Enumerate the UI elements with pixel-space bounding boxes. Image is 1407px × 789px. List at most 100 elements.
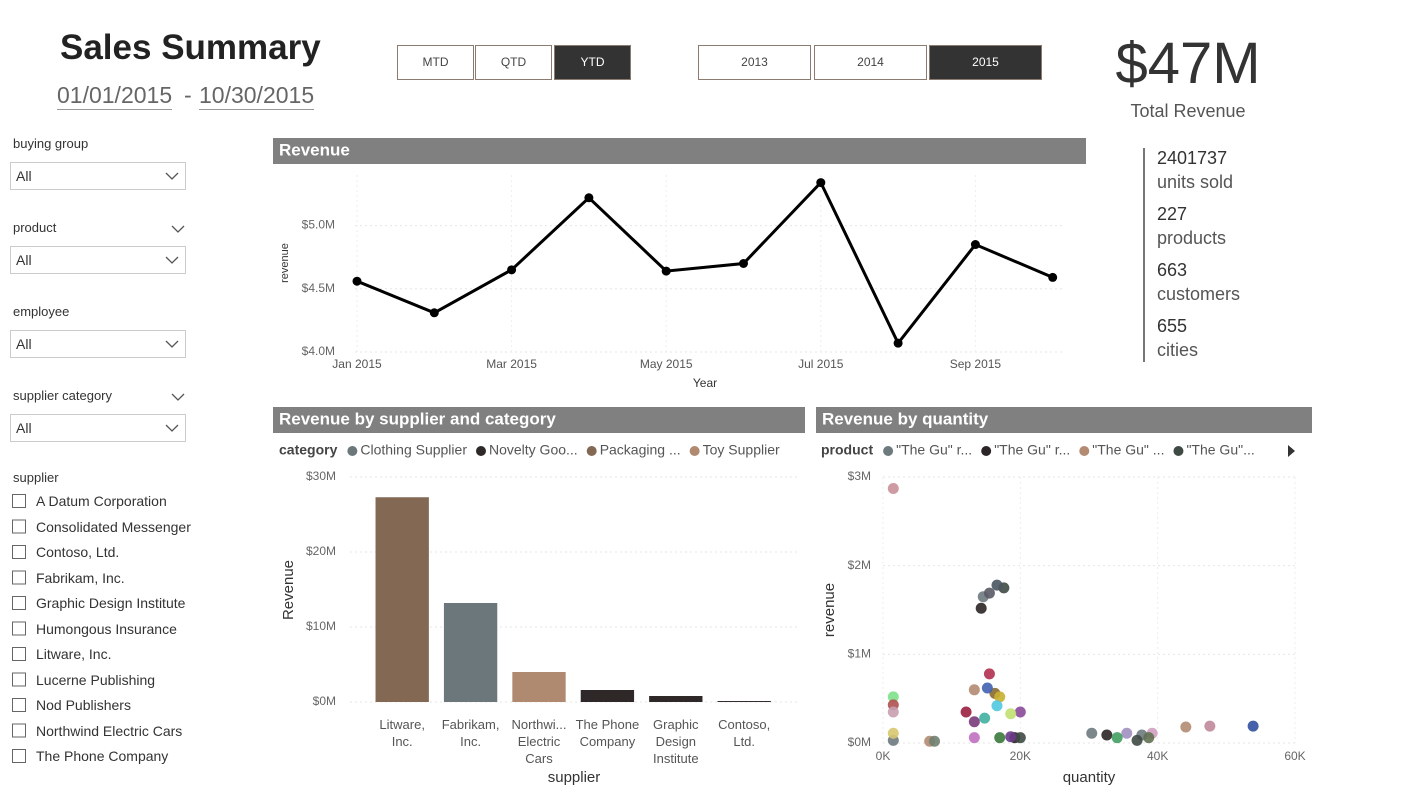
chevron-icon[interactable] [165, 256, 179, 264]
y-tick-label: $10M [306, 619, 336, 633]
scatter-point[interactable] [1180, 721, 1192, 733]
scatter-point[interactable] [1014, 732, 1026, 744]
toggle-button[interactable]: MTD [397, 45, 474, 80]
scatter-point[interactable] [887, 706, 899, 718]
list-item[interactable]: The Phone Company [36, 748, 169, 764]
x-tick-label: The Phone Company [575, 717, 640, 749]
scatter-point[interactable] [1131, 734, 1143, 746]
bar[interactable] [375, 497, 429, 702]
line-point [507, 265, 517, 275]
y-axis-label: revenue [279, 243, 291, 283]
scatter-point[interactable] [887, 691, 899, 703]
list-item[interactable]: Fabrikam, Inc. [36, 569, 125, 586]
scatter-point[interactable] [968, 684, 980, 696]
y-tick-label: $3M [848, 469, 871, 483]
list-item[interactable]: Consolidated Messenger [36, 518, 191, 535]
scatter-point[interactable] [1111, 732, 1123, 744]
x-tick-label: 20K [1010, 749, 1031, 763]
scatter-point[interactable] [1005, 731, 1017, 743]
scatter-point[interactable] [994, 691, 1006, 703]
bar[interactable] [717, 701, 771, 702]
list-item[interactable]: Nod Publishers [36, 697, 131, 713]
list-item[interactable]: Graphic Design Institute [36, 595, 186, 611]
scatter-point[interactable] [929, 735, 940, 747]
scatter-point[interactable] [991, 700, 1003, 712]
checkbox[interactable] [12, 621, 26, 636]
checkbox[interactable] [12, 698, 26, 712]
scatter-point[interactable] [994, 732, 1006, 744]
checkbox[interactable] [12, 570, 26, 585]
toggle-button[interactable]: 2015 [929, 45, 1042, 80]
slicer-dropdown[interactable]: All [10, 414, 186, 442]
list-item[interactable]: A Datum Corporation [36, 493, 167, 509]
chevron-icon[interactable] [165, 424, 179, 432]
y-tick-label: $1M [848, 647, 871, 661]
scatter-point[interactable] [968, 732, 980, 744]
bar[interactable] [443, 603, 498, 702]
scatter-point[interactable] [983, 587, 995, 599]
checkbox[interactable] [12, 545, 26, 559]
scatter-point[interactable] [1086, 727, 1098, 739]
legend-swatch [347, 446, 358, 456]
legend-label: Clothing Supplier [360, 442, 467, 458]
stat-label: customers [1157, 284, 1241, 304]
bar[interactable] [649, 696, 703, 702]
scatter-point[interactable] [1005, 708, 1017, 720]
chevron-icon[interactable] [171, 225, 185, 233]
scatter-point[interactable] [887, 483, 899, 495]
scatter-point[interactable] [979, 712, 991, 724]
slicer-dropdown[interactable]: All [10, 330, 186, 358]
legend-swatch [883, 446, 894, 456]
legend-swatch [1079, 446, 1090, 456]
scatter-point[interactable] [1247, 720, 1259, 732]
line-point [584, 193, 594, 203]
toggle-button[interactable]: 2013 [698, 45, 811, 80]
list-item[interactable]: Litware, Inc. [36, 646, 112, 662]
toggle-button[interactable]: 2014 [814, 45, 927, 80]
slicer-dropdown[interactable]: All [10, 246, 186, 274]
slicer-dropdown[interactable]: All [10, 162, 186, 190]
bar[interactable] [580, 690, 635, 702]
x-axis-label: Year [693, 376, 717, 390]
x-tick-label: Graphic Design Institute [653, 717, 699, 766]
legend-label: Packaging ... [600, 442, 681, 458]
scatter-point[interactable] [981, 682, 993, 694]
bar[interactable] [512, 672, 566, 702]
x-tick-label: 40K [1147, 749, 1168, 763]
scatter-point[interactable] [1204, 720, 1216, 732]
scatter-point[interactable] [1121, 727, 1133, 739]
scatter-point[interactable] [975, 602, 987, 614]
legend-label: "The Gu"... [1186, 442, 1254, 458]
scatter-point[interactable] [1014, 706, 1026, 718]
toggle-button[interactable]: YTD [554, 45, 631, 80]
y-tick-label: $4.0M [302, 344, 335, 358]
legend-next-arrow[interactable] [1288, 445, 1295, 457]
checkbox[interactable] [12, 647, 26, 661]
legend-label: Toy Supplier [703, 442, 780, 458]
chevron-icon[interactable] [165, 172, 179, 180]
chevron-icon[interactable] [165, 340, 179, 348]
chevron-icon[interactable] [171, 393, 185, 401]
y-tick-label: $2M [848, 558, 871, 572]
list-item[interactable]: Contoso, Ltd. [36, 544, 120, 560]
scatter-point[interactable] [1143, 732, 1155, 744]
scatter-point[interactable] [960, 706, 972, 718]
toggle-button[interactable]: QTD [475, 45, 552, 80]
scatter-point[interactable] [991, 579, 1003, 591]
checkbox[interactable] [12, 672, 26, 687]
checkbox[interactable] [12, 723, 26, 738]
list-item[interactable]: Humongous Insurance [36, 620, 177, 637]
date-start[interactable]: 01/01/2015 [57, 82, 173, 110]
date-end[interactable]: 10/30/2015 [199, 82, 315, 110]
list-item[interactable]: Northwind Electric Cars [36, 722, 183, 739]
checkbox[interactable] [12, 494, 26, 508]
legend-label: Novelty Goo... [489, 442, 578, 458]
checkbox[interactable] [12, 596, 26, 610]
scatter-point[interactable] [887, 727, 899, 739]
scatter-point[interactable] [983, 668, 995, 680]
checkbox[interactable] [12, 749, 26, 763]
checkbox[interactable] [12, 519, 26, 534]
scatter-point[interactable] [968, 716, 980, 728]
list-item[interactable]: Lucerne Publishing [36, 671, 156, 688]
scatter-point[interactable] [1101, 729, 1113, 741]
